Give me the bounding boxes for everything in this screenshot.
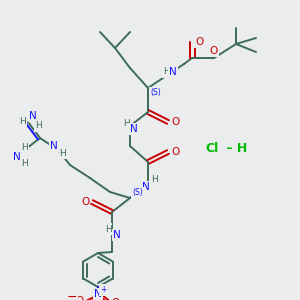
Text: H: H bbox=[20, 118, 26, 127]
Text: N: N bbox=[169, 67, 177, 77]
Text: −: − bbox=[67, 290, 77, 300]
Text: H: H bbox=[152, 176, 158, 184]
Text: N: N bbox=[142, 182, 150, 192]
Text: O: O bbox=[171, 147, 179, 157]
Text: O: O bbox=[75, 296, 83, 300]
Text: – H: – H bbox=[222, 142, 247, 154]
Text: H: H bbox=[60, 148, 66, 158]
Text: N: N bbox=[50, 141, 58, 151]
Text: O: O bbox=[210, 46, 218, 56]
Text: N: N bbox=[29, 111, 37, 121]
Text: O: O bbox=[171, 117, 179, 127]
Text: (S): (S) bbox=[151, 88, 161, 98]
Text: O: O bbox=[81, 197, 89, 207]
Text: O: O bbox=[111, 298, 119, 300]
Text: H: H bbox=[123, 118, 129, 127]
Text: +: + bbox=[100, 286, 106, 295]
Text: N: N bbox=[13, 152, 21, 162]
Text: N: N bbox=[113, 230, 121, 240]
Text: H: H bbox=[34, 122, 41, 130]
Text: H: H bbox=[163, 68, 170, 76]
Text: Cl: Cl bbox=[205, 142, 218, 154]
Text: H: H bbox=[105, 224, 111, 233]
Text: N: N bbox=[130, 124, 138, 134]
Text: H: H bbox=[22, 160, 28, 169]
Text: H: H bbox=[22, 143, 28, 152]
Text: N: N bbox=[94, 289, 102, 299]
Text: (S): (S) bbox=[133, 188, 143, 197]
Text: O: O bbox=[195, 37, 203, 47]
